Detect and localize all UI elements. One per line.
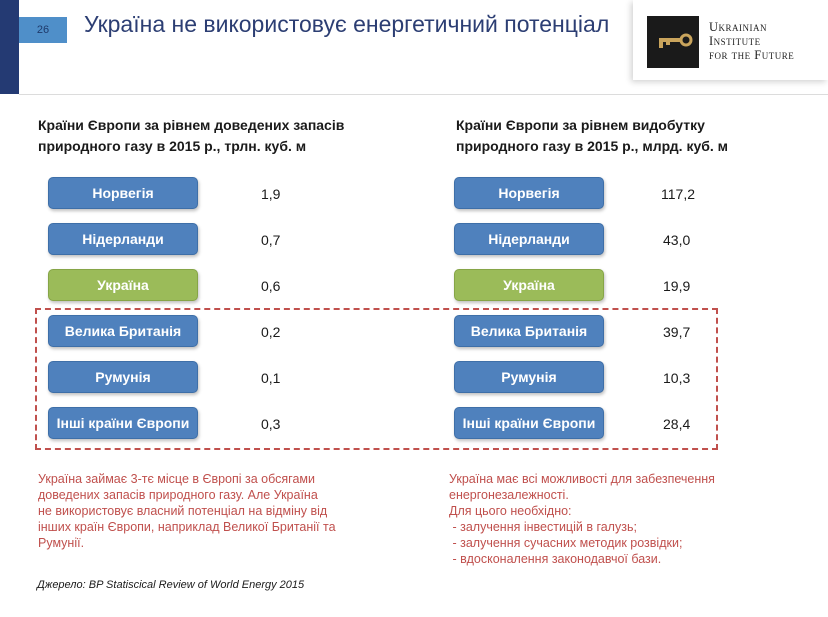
right-note: Україна має всі можливості для забезпече… (449, 471, 715, 567)
logo-line-3: for the Future (709, 48, 795, 62)
left-country-box: Румунія (48, 361, 198, 393)
header-divider (19, 94, 828, 95)
right-country-box: Норвегія (454, 177, 604, 209)
right-section-title: Країни Європи за рівнем видобутку природ… (456, 115, 728, 157)
right-note-line: - залучення інвестицій в галузь; (449, 520, 637, 534)
header-side-bar (0, 0, 19, 94)
left-note-line: Румунії. (38, 536, 85, 550)
left-country-box: Інші країни Європи (48, 407, 198, 439)
right-note-line: Україна має всі можливості для забезпече… (449, 472, 715, 486)
right-title-line-1: Країни Європи за рівнем видобутку (456, 117, 705, 133)
right-country-value: 117,2 (661, 186, 695, 202)
right-title-line-2: природного газу в 2015 р., млрд. куб. м (456, 138, 729, 154)
left-note-line: інших країн Європи, наприклад Великої Бр… (38, 520, 336, 534)
source-citation: Джерело: BP Statiscical Review of World … (37, 579, 305, 591)
left-country-box: Норвегія (48, 177, 198, 209)
left-note-line: доведених запасів природного газу. Але У… (38, 488, 318, 502)
right-note-line: - залучення сучасних методик розвідки; (449, 536, 683, 550)
left-country-box: Велика Британія (48, 315, 198, 347)
left-country-value: 0,2 (261, 324, 281, 340)
key-icon (647, 16, 699, 68)
institute-logo: Ukrainian Institute for the Future (633, 0, 828, 80)
right-country-value: 28,4 (663, 416, 691, 432)
left-title-line-1: Країни Європи за рівнем доведених запасі… (38, 117, 345, 133)
right-country-box: Румунія (454, 361, 604, 393)
left-note: Україна займає 3-тє місце в Європі за об… (38, 471, 336, 551)
logo-line-2: Institute (709, 34, 761, 48)
logo-line-1: Ukrainian (709, 20, 768, 34)
left-section-title: Країни Європи за рівнем доведених запасі… (38, 115, 344, 157)
left-country-value: 0,3 (261, 416, 281, 432)
right-country-value: 19,9 (663, 278, 691, 294)
right-note-line: енергонезалежності. (449, 488, 569, 502)
right-country-box: Інші країни Європи (454, 407, 604, 439)
right-note-line: Для цього необхідно: (449, 504, 572, 518)
right-country-box: Нідерланди (454, 223, 604, 255)
right-note-line: - вдосконалення законодавчої бази. (449, 552, 662, 566)
left-country-box: Нідерланди (48, 223, 198, 255)
left-title-line-2: природного газу в 2015 р., трлн. куб. м (38, 138, 307, 154)
left-country-box-ukraine: Україна (48, 269, 198, 301)
page-number: 26 (19, 17, 67, 43)
comparison-highlight-frame (35, 308, 718, 450)
left-country-value: 0,6 (261, 278, 281, 294)
left-country-value: 0,1 (261, 370, 281, 386)
right-country-value: 10,3 (663, 370, 691, 386)
right-country-value: 39,7 (663, 324, 691, 340)
right-country-value: 43,0 (663, 232, 691, 248)
left-country-value: 1,9 (261, 186, 281, 202)
logo-text: Ukrainian Institute for the Future (709, 20, 794, 62)
right-country-box-ukraine: Україна (454, 269, 604, 301)
page-title: Україна не використовує енергетичний пот… (84, 11, 610, 37)
right-country-box: Велика Британія (454, 315, 604, 347)
left-country-value: 0,7 (261, 232, 281, 248)
left-note-line: не використовує власний потенціал на від… (38, 504, 328, 518)
left-note-line: Україна займає 3-тє місце в Європі за об… (38, 472, 315, 486)
